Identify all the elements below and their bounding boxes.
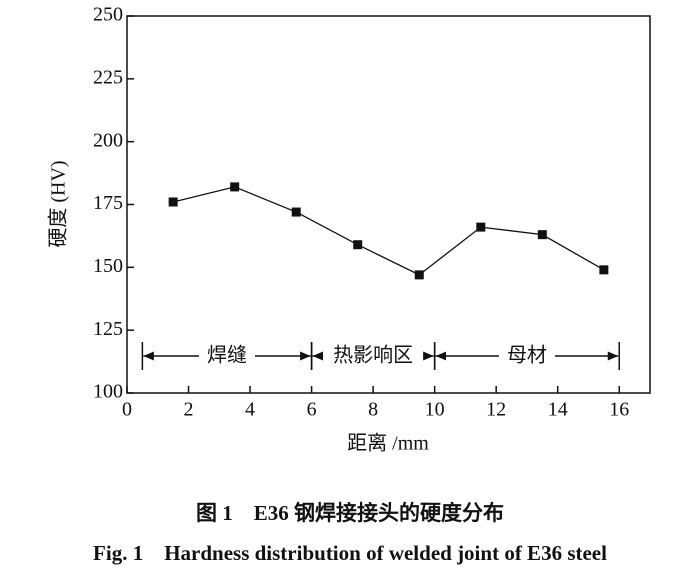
region-label: 母材 — [507, 344, 547, 367]
y-tick-label: 225 — [93, 66, 123, 88]
y-tick-label: 150 — [93, 255, 123, 277]
point — [414, 270, 424, 280]
point — [599, 265, 609, 275]
region-label: 热影响区 — [333, 344, 413, 367]
y-tick-label: 250 — [93, 4, 123, 26]
y-tick-label: 125 — [93, 318, 123, 340]
caption-en: Fig. 1 Hardness distribution of welded j… — [93, 541, 607, 565]
x-tick-label: 8 — [368, 399, 378, 421]
plot-frame — [126, 15, 651, 394]
region-label: 焊缝 — [207, 344, 247, 367]
x-tick-label: 0 — [122, 399, 132, 421]
x-tick-label: 16 — [609, 399, 629, 421]
x-tick-label: 6 — [307, 399, 317, 421]
x-axis-label: 距离 /mm — [347, 432, 429, 455]
y-tick-label: 175 — [93, 192, 123, 214]
x-tick-label: 10 — [425, 399, 445, 421]
y-tick-label: 100 — [93, 381, 123, 403]
series-line — [172, 186, 605, 276]
point — [168, 197, 178, 207]
point — [353, 240, 363, 250]
point — [476, 222, 486, 232]
point — [291, 207, 301, 217]
caption-zh: 图 1 E36 钢焊接接头的硬度分布 — [196, 501, 504, 525]
point — [537, 230, 547, 240]
x-tick-label: 4 — [245, 399, 255, 421]
x-tick-label: 14 — [548, 399, 568, 421]
y-axis-label: 硬度 (HV) — [47, 160, 70, 247]
point — [230, 182, 240, 192]
x-tick-label: 12 — [486, 399, 506, 421]
y-tick-label: 200 — [93, 129, 123, 151]
x-tick-label: 2 — [184, 399, 194, 421]
